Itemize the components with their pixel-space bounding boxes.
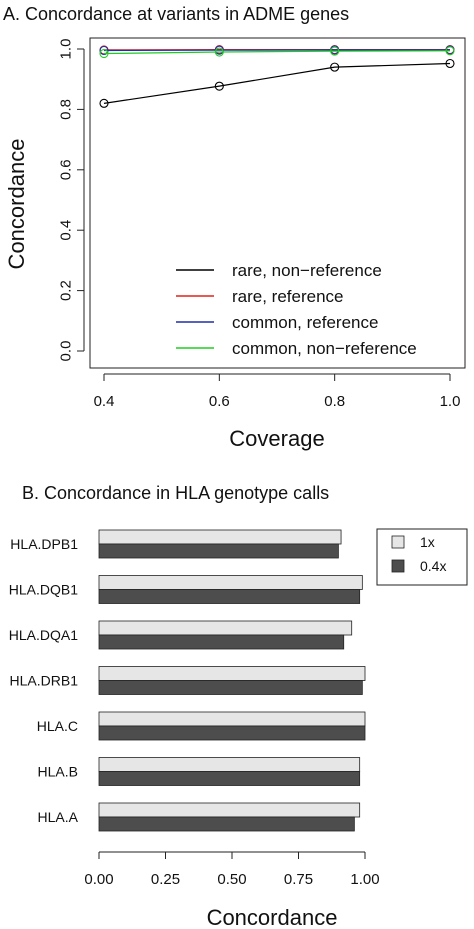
- panel-a-series: [99, 45, 455, 108]
- category-label: HLA.A: [38, 809, 79, 825]
- data-point: [214, 81, 224, 91]
- legend-label: common, non−reference: [232, 339, 417, 358]
- y-tick-label: 1.0: [58, 39, 75, 60]
- bar: [98, 771, 361, 786]
- legend-label: rare, reference: [232, 287, 344, 306]
- series-line: [103, 49, 450, 52]
- bar: [98, 620, 353, 636]
- legend-label: common, reference: [232, 313, 378, 332]
- series-line: [103, 62, 451, 104]
- panel-b: B. Concordance in HLA genotype calls HLA…: [9, 483, 468, 929]
- bar: [98, 575, 363, 590]
- category-label: HLA.C: [37, 718, 78, 734]
- y-tick-label: 0.8: [58, 99, 75, 120]
- x-tick-label: 0.00: [84, 871, 113, 888]
- category-label: HLA.DQB1: [9, 582, 78, 598]
- bar: [98, 589, 361, 604]
- data-point: [214, 47, 224, 57]
- data-point: [445, 58, 455, 69]
- panel-b-legend: 1x 0.4x: [376, 528, 468, 586]
- data-point: [330, 46, 340, 56]
- data-point: [99, 45, 109, 56]
- bar: [98, 725, 366, 741]
- legend-swatch: [391, 535, 405, 549]
- y-tick-label: 0.0: [58, 341, 75, 362]
- y-tick-label: 0.4: [58, 220, 75, 241]
- bar: [98, 666, 366, 681]
- panel-b-title: B. Concordance in HLA genotype calls: [22, 483, 329, 503]
- legend-swatch: [391, 559, 405, 573]
- y-tick-label: 0.2: [58, 280, 75, 301]
- series-line: [103, 50, 451, 55]
- panel-a-plot-box: [89, 37, 466, 369]
- bar: [98, 816, 355, 832]
- bar: [98, 802, 361, 818]
- legend-label: 0.4x: [420, 558, 446, 574]
- category-label: HLA.DRB1: [10, 673, 79, 689]
- x-tick-label: 1.00: [350, 871, 379, 888]
- x-tick-label: 0.50: [217, 871, 246, 888]
- x-tick-label: 0.8: [324, 393, 345, 410]
- legend-label: rare, non−reference: [232, 261, 382, 280]
- data-point: [330, 62, 340, 72]
- panel-b-x-axis: 0.00 0.25 0.50 0.75 1.00: [84, 851, 380, 888]
- panel-a-x-axis: 0.4 0.6 0.8 1.0: [94, 373, 461, 410]
- x-tick-label: 0.6: [209, 393, 230, 410]
- y-tick-label: 0.6: [58, 159, 75, 180]
- data-point: [445, 46, 455, 56]
- data-point: [99, 48, 109, 59]
- panel-a-title: A. Concordance at variants in ADME genes: [3, 4, 349, 24]
- bar: [98, 529, 342, 545]
- x-tick-label: 0.25: [151, 871, 180, 888]
- panel-b-bars: HLA.DPB1 HLA.DQB1 HLA.DQA1 HLA.DRB1 HLA.C HLA…: [9, 529, 366, 832]
- panel-b-x-label: Concordance: [207, 905, 338, 929]
- x-tick-label: 0.4: [94, 393, 115, 410]
- category-label: HLA.DPB1: [10, 536, 78, 552]
- data-point: [99, 98, 109, 108]
- panel-a-x-label: Coverage: [229, 426, 324, 451]
- x-tick-label: 1.0: [440, 393, 461, 410]
- bar: [98, 680, 363, 695]
- category-label: HLA.DQA1: [9, 627, 78, 643]
- panel-a-legend: rare, non−reference rare, reference common…: [176, 261, 417, 358]
- x-tick-label: 0.75: [284, 871, 313, 888]
- bar: [98, 711, 366, 727]
- legend-label: 1x: [420, 534, 435, 550]
- bar: [98, 543, 339, 559]
- category-label: HLA.B: [38, 764, 78, 780]
- bar: [98, 757, 361, 772]
- bar: [98, 634, 345, 650]
- panel-a-y-label: Concordance: [4, 139, 29, 270]
- panel-a: A. Concordance at variants in ADME genes…: [3, 4, 466, 451]
- panel-a-y-axis: 0.0 0.2 0.4 0.6 0.8 1.0: [58, 39, 85, 362]
